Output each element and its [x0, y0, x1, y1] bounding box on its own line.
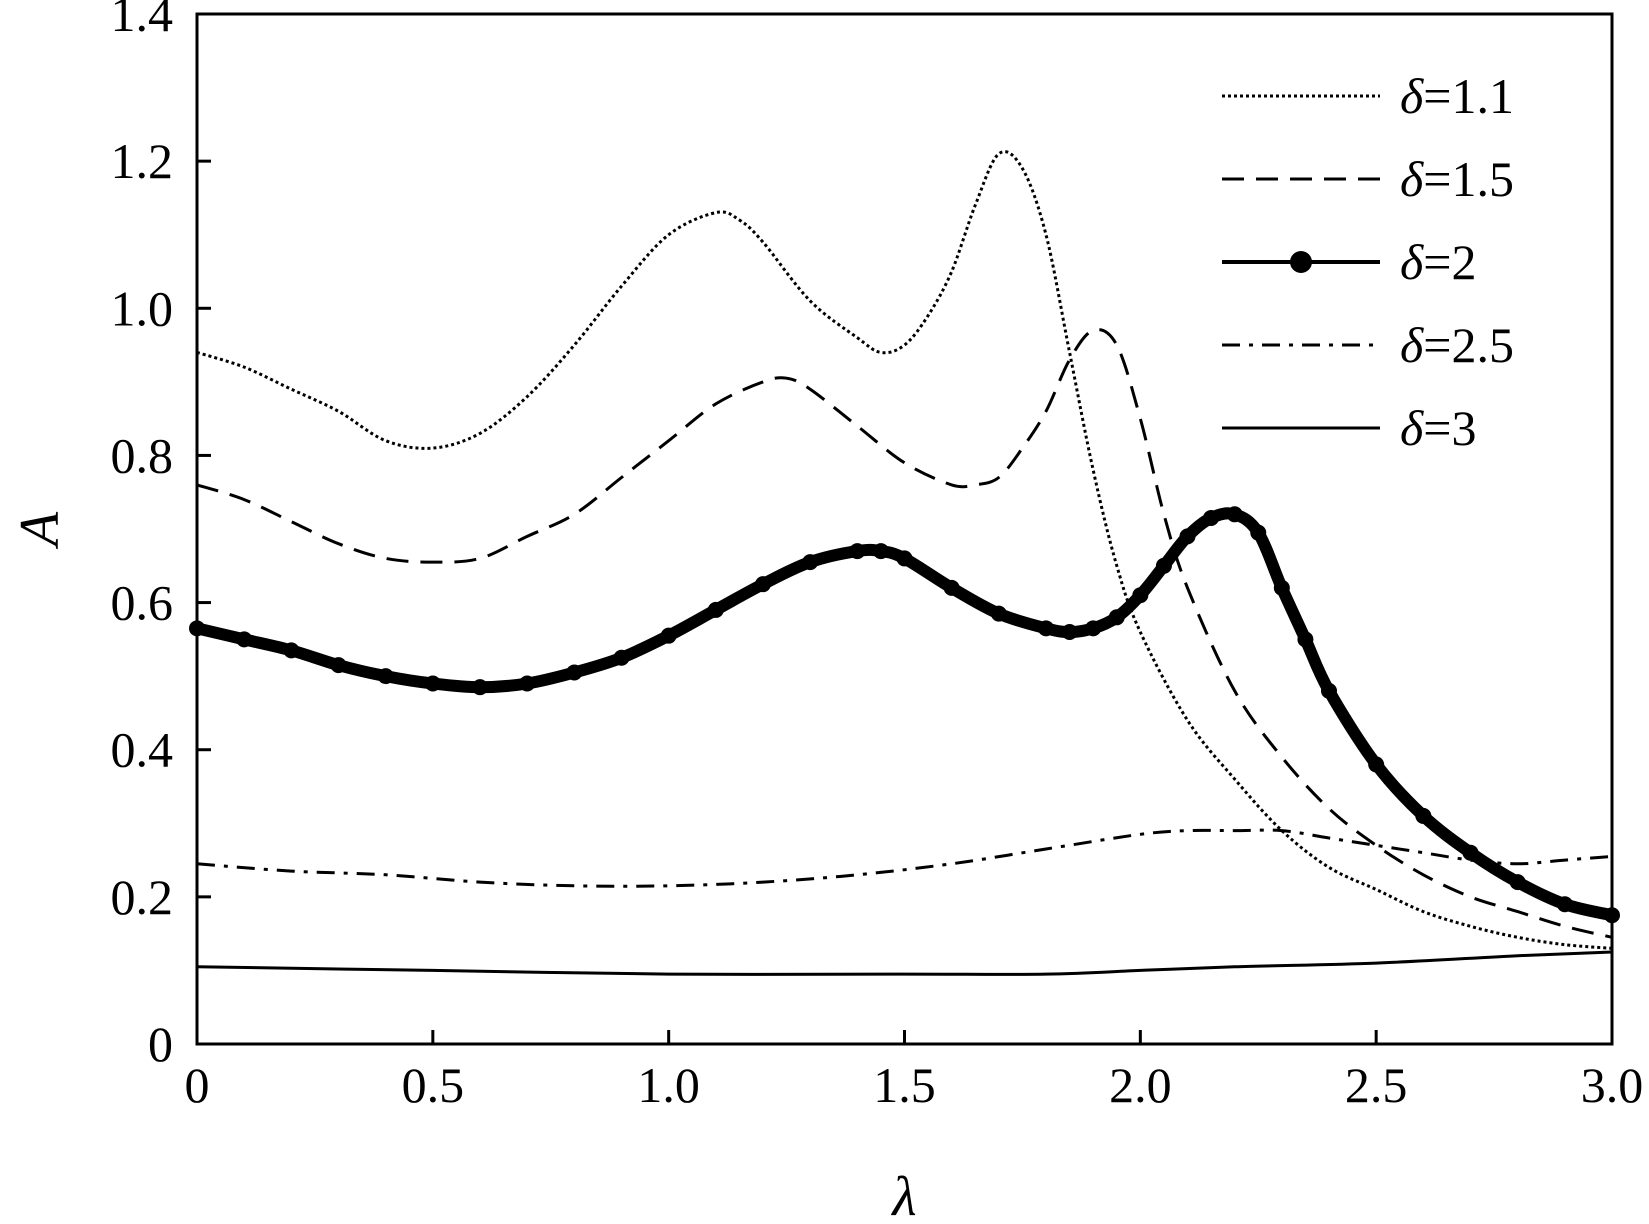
- series-marker: [1108, 609, 1125, 626]
- series-marker: [472, 679, 488, 696]
- y-tick-label: 0.6: [111, 575, 174, 631]
- series-marker: [1226, 506, 1243, 523]
- legend-label: δ=3: [1400, 400, 1476, 456]
- series-marker: [1556, 896, 1573, 913]
- series-marker: [1415, 807, 1432, 824]
- series-marker: [1203, 509, 1220, 526]
- series-marker: [802, 554, 819, 571]
- y-tick-label: 0.2: [111, 869, 174, 925]
- series-marker: [1132, 587, 1149, 604]
- series-marker: [424, 675, 441, 692]
- y-tick-label: 1.2: [111, 133, 174, 189]
- series-marker: [1509, 874, 1526, 891]
- legend-label: δ=2.5: [1400, 317, 1514, 373]
- series-marker: [236, 631, 253, 648]
- series-line-2: [196, 328, 1613, 939]
- x-tick-label: 3.0: [1581, 1057, 1644, 1113]
- legend-marker: [1290, 251, 1312, 273]
- series-marker: [1297, 631, 1314, 648]
- x-tick-label: 1.0: [637, 1057, 700, 1113]
- series-marker: [849, 543, 866, 560]
- x-axis-title: λ: [890, 1166, 916, 1224]
- series-marker: [990, 605, 1007, 622]
- series-line-5: [196, 950, 1613, 976]
- series-line-4: [196, 828, 1613, 888]
- x-tick-label: 0: [185, 1057, 210, 1113]
- series-marker: [330, 657, 347, 674]
- series-line-1: [196, 150, 1613, 950]
- series-marker: [755, 576, 771, 593]
- series-marker: [377, 668, 394, 685]
- y-tick-label: 1.0: [111, 280, 174, 336]
- series-marker: [1273, 579, 1290, 596]
- x-tick-label: 1.5: [873, 1057, 936, 1113]
- series-marker: [707, 601, 724, 618]
- series-marker: [1250, 524, 1267, 541]
- legend-label: δ=1.5: [1400, 151, 1514, 207]
- x-tick-label: 2.5: [1345, 1057, 1408, 1113]
- series-marker: [283, 642, 300, 659]
- series-marker: [1038, 620, 1054, 637]
- y-tick-label: 0.4: [111, 722, 174, 778]
- series-marker: [1179, 528, 1196, 545]
- series-marker: [1061, 624, 1078, 640]
- y-tick-label: 1.4: [111, 0, 174, 42]
- series-marker: [1368, 756, 1385, 773]
- legend-label: δ=2: [1400, 234, 1476, 290]
- legend-label: δ=1.1: [1400, 68, 1514, 124]
- x-tick-label: 0.5: [402, 1057, 465, 1113]
- x-tick-label: 2.0: [1109, 1057, 1172, 1113]
- y-tick-label: 0.8: [111, 427, 174, 483]
- series-marker: [566, 664, 583, 681]
- y-axis-title: A: [9, 511, 71, 550]
- series-marker: [896, 550, 913, 567]
- series-layer: [189, 150, 1620, 976]
- series-marker: [613, 649, 630, 666]
- series-marker: [1155, 557, 1172, 574]
- series-marker: [1462, 844, 1479, 861]
- series-marker: [1085, 620, 1102, 637]
- series-marker: [660, 627, 677, 644]
- series-marker: [943, 579, 960, 596]
- series-marker: [519, 675, 536, 692]
- series-marker: [872, 543, 889, 560]
- axis-ticks: 0 0.5 1.0 1.5 2.0 2.5 3.0 0 0.2 0.4 0.6 0.8 1.0 1.2 1.…: [111, 0, 1644, 1113]
- series-marker: [1321, 682, 1337, 699]
- y-tick-label: 0: [148, 1016, 173, 1072]
- legend: δ=1.1 δ=1.5 δ=2 δ=2.5 δ=3: [1222, 68, 1514, 456]
